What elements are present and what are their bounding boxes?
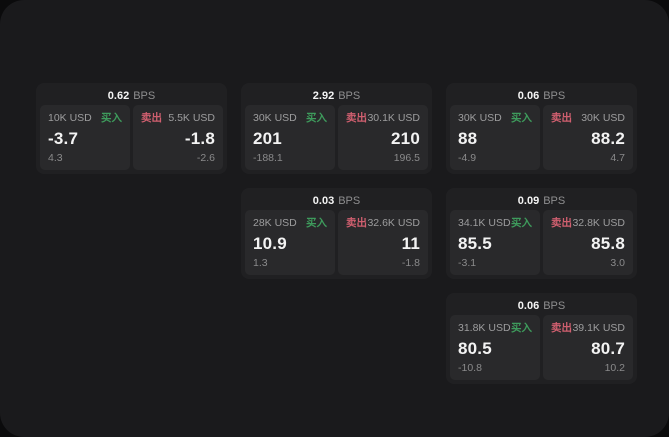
- sell-amount: 32.8K USD: [572, 217, 625, 229]
- bps-header: 0.06 BPS: [450, 87, 633, 105]
- sell-panel[interactable]: 卖出 39.1K USD 80.7 10.2: [543, 315, 633, 380]
- bps-unit-label: BPS: [543, 300, 566, 312]
- quote-card-5: 0.09 BPS 34.1K USD 买入 85.5 -3.1 卖出 32.8K…: [446, 188, 637, 279]
- buy-panel[interactable]: 28K USD 买入 10.9 1.3: [245, 210, 335, 275]
- bps-header: 0.03 BPS: [245, 192, 428, 210]
- sell-panel[interactable]: 卖出 30.1K USD 210 196.5: [338, 105, 428, 170]
- bps-header: 0.09 BPS: [450, 192, 633, 210]
- bps-header: 0.62 BPS: [40, 87, 223, 105]
- sell-price: -1.8: [184, 128, 215, 148]
- buy-price: 80.5: [458, 338, 492, 358]
- buy-tag: 买入: [306, 112, 327, 124]
- buy-panel[interactable]: 31.8K USD 买入 80.5 -10.8: [450, 315, 540, 380]
- buy-panel[interactable]: 30K USD 买入 88 -4.9: [450, 105, 540, 170]
- sell-amount: 30K USD: [581, 112, 625, 124]
- buy-amount: 28K USD: [253, 217, 297, 229]
- bps-value: 0.09: [517, 195, 540, 207]
- sell-panel[interactable]: 卖出 32.8K USD 85.8 3.0: [543, 210, 633, 275]
- buy-amount: 30K USD: [253, 112, 297, 124]
- sell-sub-value: -1.8: [401, 257, 420, 269]
- buy-sub-value: -188.1: [253, 152, 283, 164]
- buy-panel[interactable]: 30K USD 买入 201 -188.1: [245, 105, 335, 170]
- sell-amount: 30.1K USD: [367, 112, 420, 124]
- sell-sub-value: 4.7: [610, 152, 625, 164]
- buy-price: 85.5: [458, 233, 492, 253]
- buy-price: 10.9: [253, 233, 287, 253]
- sell-sub-value: -2.6: [196, 152, 215, 164]
- bps-unit-label: BPS: [338, 90, 361, 102]
- sell-panel[interactable]: 卖出 32.6K USD 11 -1.8: [338, 210, 428, 275]
- sell-tag: 卖出: [346, 112, 367, 124]
- buy-tag: 买入: [511, 217, 532, 229]
- buy-amount: 31.8K USD: [458, 322, 511, 334]
- buy-sub-value: 1.3: [253, 257, 268, 269]
- sell-panel[interactable]: 卖出 5.5K USD -1.8 -2.6: [133, 105, 223, 170]
- buy-tag: 买入: [306, 217, 327, 229]
- buy-panel[interactable]: 34.1K USD 买入 85.5 -3.1: [450, 210, 540, 275]
- sell-amount: 32.6K USD: [367, 217, 420, 229]
- bps-value: 0.62: [107, 90, 130, 102]
- bps-unit-label: BPS: [133, 90, 156, 102]
- buy-amount: 10K USD: [48, 112, 92, 124]
- sell-amount: 5.5K USD: [168, 112, 215, 124]
- bps-value: 0.03: [312, 195, 335, 207]
- buy-amount: 30K USD: [458, 112, 502, 124]
- bps-value: 0.06: [517, 300, 540, 312]
- buy-tag: 买入: [101, 112, 122, 124]
- buy-amount: 34.1K USD: [458, 217, 511, 229]
- bps-header: 0.06 BPS: [450, 297, 633, 315]
- sell-tag: 卖出: [551, 112, 572, 124]
- sell-price: 80.7: [591, 338, 625, 358]
- bps-header: 2.92 BPS: [245, 87, 428, 105]
- quote-card-6: 0.06 BPS 31.8K USD 买入 80.5 -10.8 卖出 39.1…: [446, 293, 637, 384]
- bps-value: 2.92: [312, 90, 335, 102]
- sell-panel[interactable]: 卖出 30K USD 88.2 4.7: [543, 105, 633, 170]
- buy-price: -3.7: [48, 128, 79, 148]
- buy-sub-value: -4.9: [458, 152, 477, 164]
- sell-price: 210: [391, 128, 420, 148]
- bps-unit-label: BPS: [543, 90, 566, 102]
- quote-card-2: 2.92 BPS 30K USD 买入 201 -188.1 卖出 30.1K …: [241, 83, 432, 174]
- sell-tag: 卖出: [346, 217, 367, 229]
- bps-unit-label: BPS: [543, 195, 566, 207]
- sell-price: 85.8: [591, 233, 625, 253]
- sell-sub-value: 3.0: [610, 257, 625, 269]
- buy-sub-value: -3.1: [458, 257, 477, 269]
- bps-unit-label: BPS: [338, 195, 361, 207]
- buy-price: 88: [458, 128, 478, 148]
- sell-sub-value: 10.2: [604, 362, 625, 374]
- buy-price: 201: [253, 128, 282, 148]
- bps-value: 0.06: [517, 90, 540, 102]
- buy-tag: 买入: [511, 322, 532, 334]
- quote-card-3: 0.06 BPS 30K USD 买入 88 -4.9 卖出 30K USD 8…: [446, 83, 637, 174]
- sell-tag: 卖出: [551, 322, 572, 334]
- quote-card-4: 0.03 BPS 28K USD 买入 10.9 1.3 卖出 32.6K US…: [241, 188, 432, 279]
- sell-tag: 卖出: [551, 217, 572, 229]
- sell-price: 11: [401, 233, 420, 253]
- sell-amount: 39.1K USD: [572, 322, 625, 334]
- buy-sub-value: 4.3: [48, 152, 63, 164]
- buy-tag: 买入: [511, 112, 532, 124]
- sell-tag: 卖出: [141, 112, 162, 124]
- sell-sub-value: 196.5: [393, 152, 420, 164]
- buy-sub-value: -10.8: [458, 362, 482, 374]
- buy-panel[interactable]: 10K USD 买入 -3.7 4.3: [40, 105, 130, 170]
- sell-price: 88.2: [591, 128, 625, 148]
- quote-card-1: 0.62 BPS 10K USD 买入 -3.7 4.3 卖出 5.5K USD…: [36, 83, 227, 174]
